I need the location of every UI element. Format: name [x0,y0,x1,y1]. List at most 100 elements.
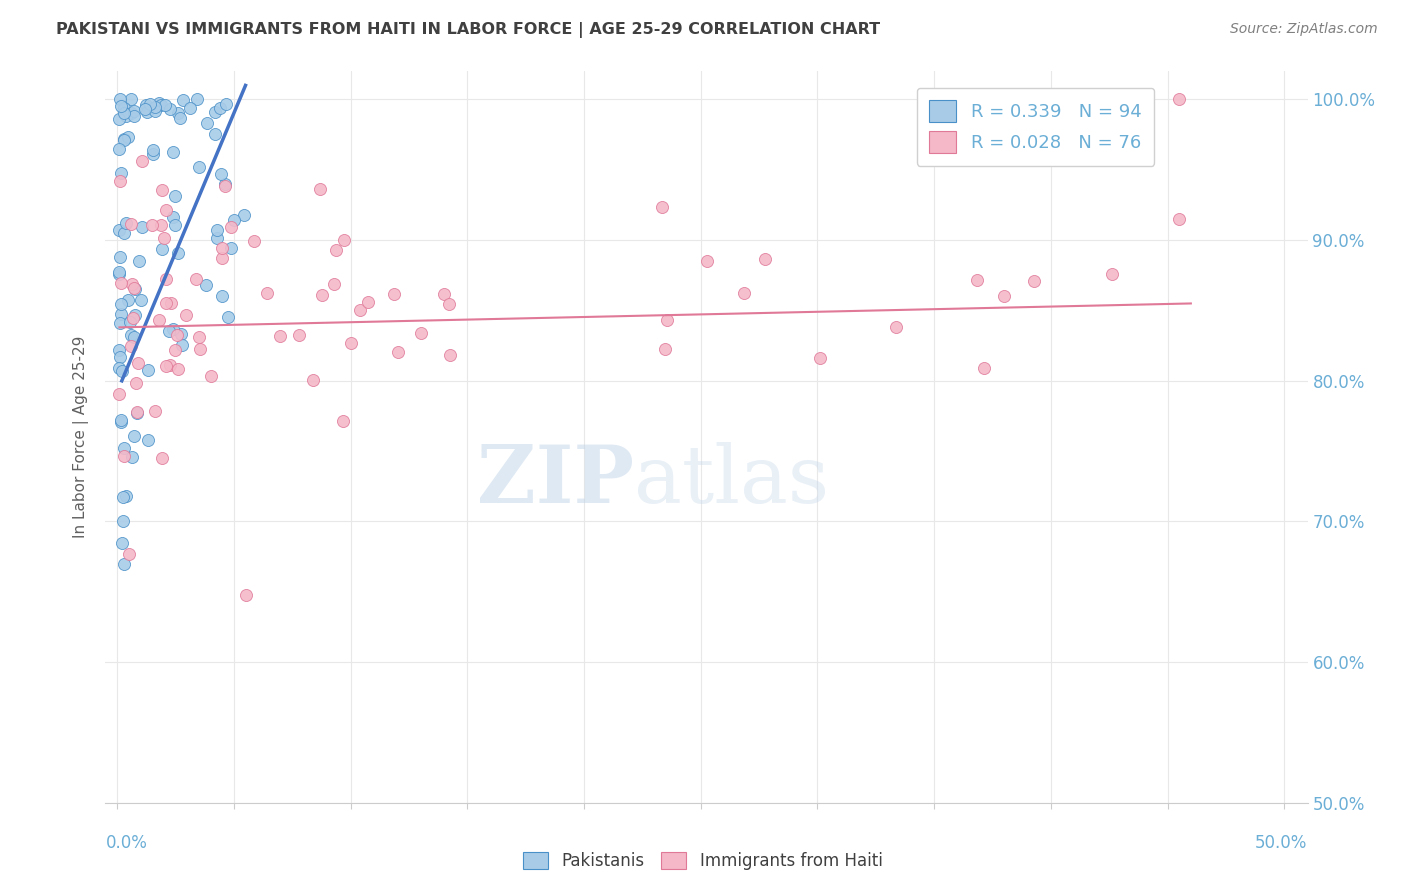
Point [124,281,146,295]
Point [188,342,211,356]
Point [127,356,149,370]
Point [148,96,170,111]
Point [808,351,831,365]
Point [135,98,157,112]
Text: ZIP: ZIP [478,442,634,520]
Text: PAKISTANI VS IMMIGRANTS FROM HAITI IN LABOR FORCE | AGE 25-29 CORRELATION CHART: PAKISTANI VS IMMIGRANTS FROM HAITI IN LA… [56,22,880,38]
Point [131,219,153,234]
Point [121,277,143,291]
Point [150,218,173,232]
Point [167,246,190,260]
Point [433,286,456,301]
Point [211,241,233,255]
Point [188,160,211,174]
Point [214,179,236,194]
Point [136,101,159,115]
Point [439,297,461,311]
Point [155,271,177,285]
Point [155,296,177,310]
Point [205,230,228,244]
Point [127,406,149,420]
Point [654,342,676,356]
Point [1135,133,1157,147]
Point [655,313,678,327]
Text: Source: ZipAtlas.com: Source: ZipAtlas.com [1230,22,1378,37]
Point [122,429,145,443]
Point [357,295,380,310]
Point [163,189,186,203]
Point [179,101,201,115]
Point [122,311,145,326]
Point [233,208,256,222]
Point [163,343,186,357]
Point [125,376,148,390]
Point [110,174,132,188]
Point [111,515,134,529]
Point [129,293,152,307]
Point [120,106,142,120]
Point [136,433,159,447]
Point [204,105,226,120]
Point [131,154,153,169]
Point [696,253,718,268]
Point [311,288,333,302]
Point [409,326,432,340]
Point [162,211,184,225]
Point [165,218,187,232]
Point [194,278,217,293]
Point [219,241,242,255]
Point [733,286,755,301]
Point [122,109,145,123]
Point [118,315,141,329]
Point [1022,274,1045,288]
Point [112,132,135,146]
Point [108,267,131,281]
Point [219,220,242,235]
Point [1168,211,1191,226]
Point [114,226,136,240]
Point [387,345,409,359]
Point [167,106,190,120]
Point [120,217,142,231]
Point [172,93,194,107]
Point [382,287,405,301]
Point [108,387,131,401]
Point [110,297,132,311]
Point [108,343,131,357]
Point [111,535,134,549]
Point [115,216,138,230]
Point [125,405,148,419]
Point [139,97,162,112]
Point [439,348,461,362]
Point [117,130,139,145]
Point [150,451,173,466]
Point [162,145,184,159]
Point [136,362,159,376]
Point [108,142,131,156]
Point [112,106,135,120]
Point [110,350,132,364]
Point [211,252,233,266]
Point [1101,267,1123,281]
Point [122,103,145,118]
Point [117,293,139,307]
Point [243,234,266,248]
Point [110,277,132,291]
Point [143,100,166,114]
Point [204,127,226,141]
Legend: Pakistanis, Immigrants from Haiti: Pakistanis, Immigrants from Haiti [516,845,890,877]
Point [108,360,131,375]
Point [186,272,208,286]
Point [112,441,135,455]
Point [754,252,776,266]
Point [124,329,146,343]
Point [108,264,131,278]
Point [159,296,181,310]
Point [211,288,233,302]
Point [110,413,132,427]
Point [215,96,238,111]
Point [112,101,135,115]
Point [110,99,132,113]
Point [217,310,239,324]
Point [136,105,159,120]
